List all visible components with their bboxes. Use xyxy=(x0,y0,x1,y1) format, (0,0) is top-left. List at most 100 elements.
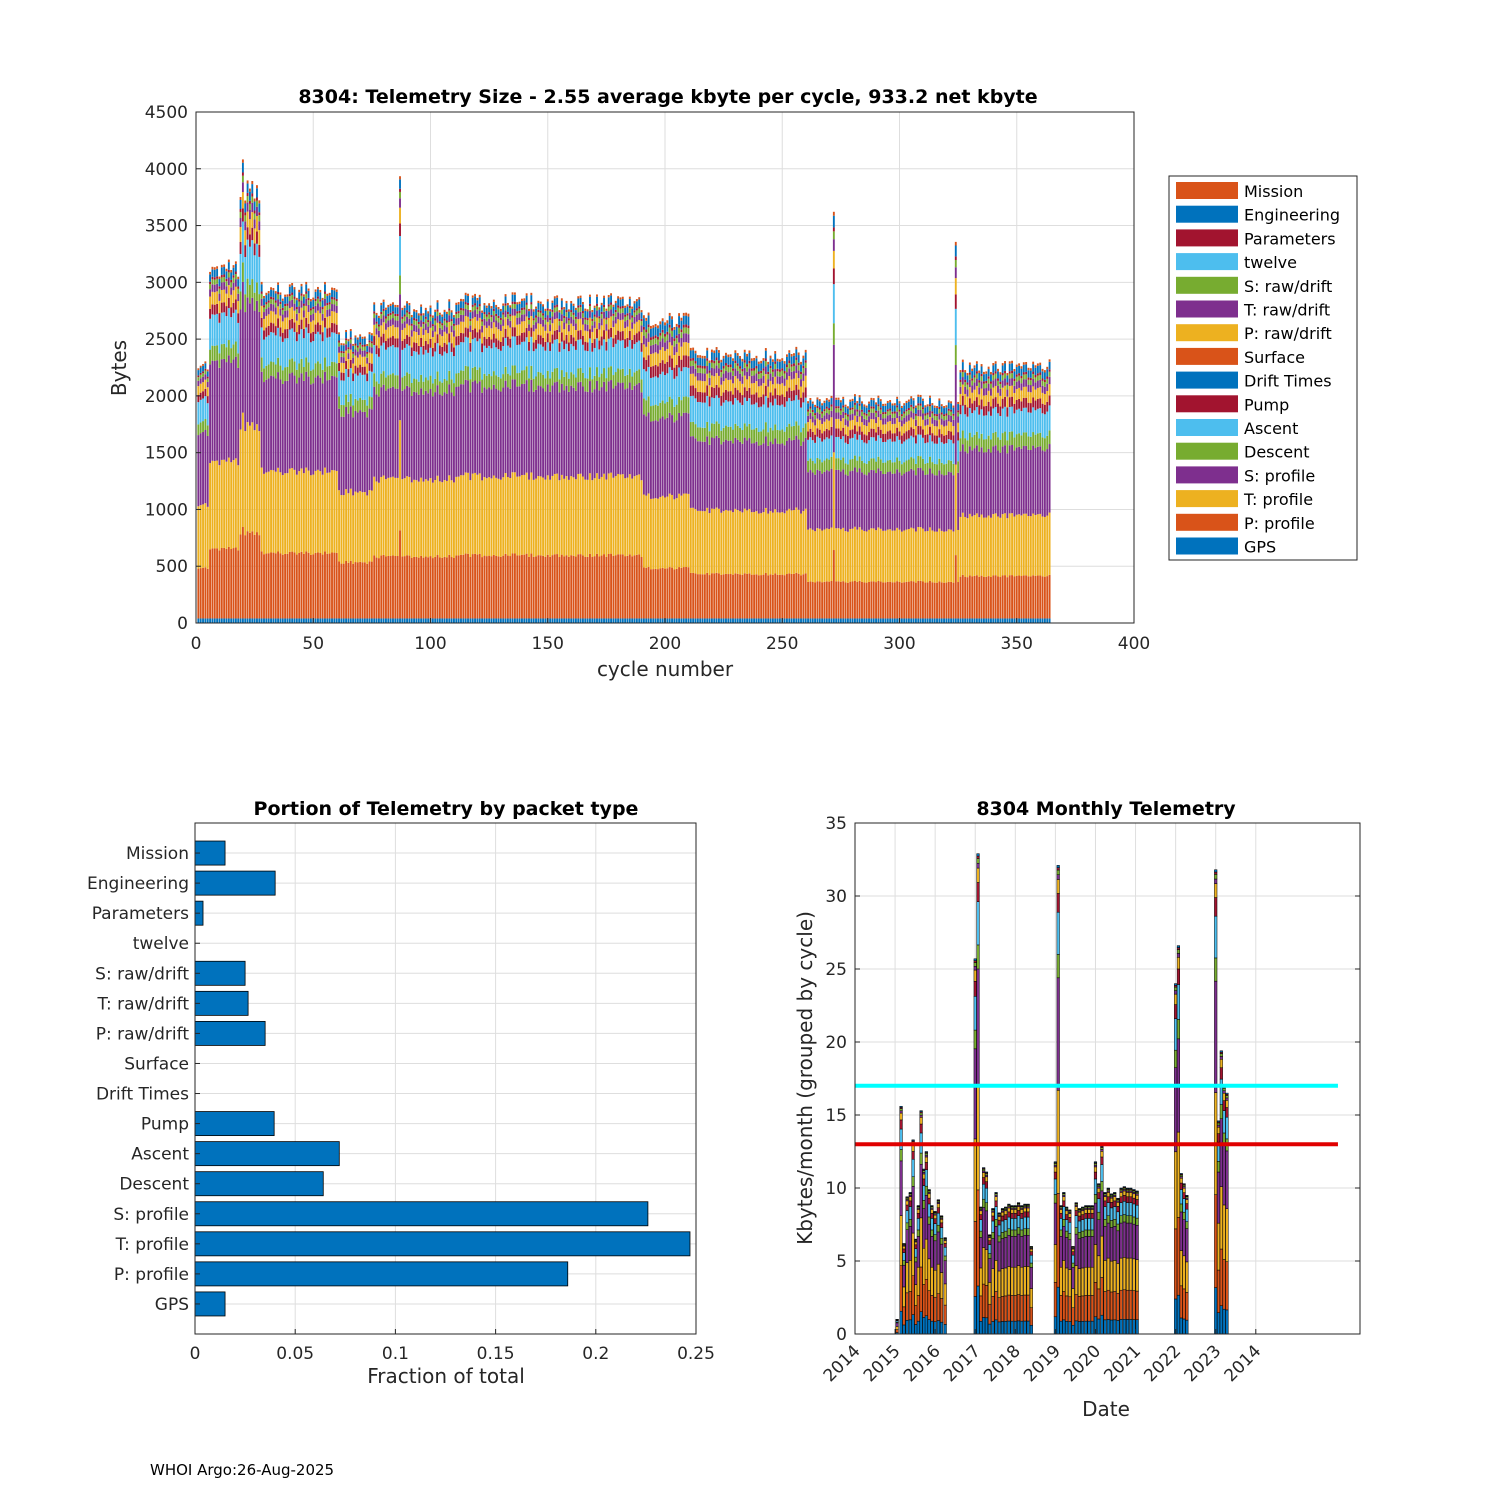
bar-cycle-226-ascent xyxy=(725,400,727,426)
bar-cycle-351-s-profile xyxy=(1018,446,1021,515)
bar-cycle-109-p-raw-drift xyxy=(450,332,453,344)
bar-cycle-116-ascent xyxy=(467,337,469,367)
bar-cycle-161-s-profile xyxy=(572,387,575,478)
bar-cycle-18-parameters xyxy=(237,286,240,289)
bar-cycle-249-ascent xyxy=(778,405,781,431)
bar-cycle-11-s-profile xyxy=(220,359,223,460)
bar-cycle-162-mission xyxy=(574,307,577,311)
bar-cycle-353-engineering xyxy=(1022,364,1025,373)
bar-cycle-299-t-raw-drift xyxy=(896,411,899,419)
bar-cycle-317-s-profile xyxy=(938,470,941,529)
bar-cycle-330-t-raw-drift xyxy=(968,379,971,388)
bar-cycle-58-s-raw-drift xyxy=(331,299,333,305)
bar-cycle-280-engineering xyxy=(851,400,854,408)
bar-cycle-323-s-profile xyxy=(952,475,955,532)
bar-cycle-53-parameters xyxy=(319,299,322,302)
bar-cycle-181-gps xyxy=(619,618,622,623)
bar-cycle-92-p-raw-drift xyxy=(410,336,413,348)
bar-cycle-118-s-raw-drift xyxy=(471,306,474,312)
bar-cycle-341-ascent xyxy=(994,406,997,432)
bar-cycle-60-parameters xyxy=(335,298,338,302)
bar-cycle-185-mission xyxy=(628,296,631,299)
bar-cycle-277-gps xyxy=(844,618,847,623)
bar-cycle-355-p-profile xyxy=(1027,576,1030,619)
bar-cycle-355-parameters xyxy=(1027,377,1030,380)
bar-cycle-314-t-raw-drift xyxy=(931,417,934,424)
bar-cycle-309-s-profile xyxy=(919,468,922,528)
bar-cycle-357-s-profile xyxy=(1032,445,1035,514)
bar-cycle-233-t-profile xyxy=(741,512,744,575)
bar-cycle-131-s-raw-drift xyxy=(502,314,505,320)
bar-cycle-43-p-raw-drift xyxy=(295,320,298,333)
bar-cycle-83-parameters xyxy=(389,312,392,315)
bar-cycle-269-s-profile xyxy=(825,470,828,529)
bar-cycle-91-s-raw-drift xyxy=(408,314,411,319)
bar-cycle-275-ascent xyxy=(839,439,842,461)
bar-cycle-244-t-profile xyxy=(767,513,770,576)
bar-cycle-238-engineering xyxy=(753,360,756,369)
bar-cycle-358-pump xyxy=(1034,400,1037,411)
bar-cycle-187-engineering xyxy=(633,303,636,311)
bar-cycle-121-p-profile xyxy=(478,553,481,619)
bar-cycle-342-p-raw-drift xyxy=(997,392,999,404)
bar-cycle-78-s-profile xyxy=(377,396,380,483)
bar-cycle-308-pump xyxy=(917,425,920,435)
bar-cycle-258-s-profile xyxy=(800,445,802,514)
month-bar-1-s-raw-drift xyxy=(899,1108,903,1112)
bar-cycle-108-mission xyxy=(448,299,451,302)
bar-cycle-224-p-profile xyxy=(720,574,723,619)
bar-cycle-188-descent xyxy=(635,370,638,385)
bar-cycle-255-parameters xyxy=(793,363,795,366)
bar-cycle-225-s-profile xyxy=(722,441,725,512)
bar-cycle-341-s-profile xyxy=(994,445,997,514)
bar-cycle-21-parameters xyxy=(244,212,247,216)
bar-cycle-226-parameters xyxy=(725,363,727,366)
bar-cycle-223-s-profile xyxy=(717,437,720,509)
bar-cycle-301-s-profile xyxy=(900,475,903,532)
bar-cycle-84-pump xyxy=(392,336,394,346)
bar-cycle-152-t-profile xyxy=(551,475,554,556)
bar-cycle-118-mission xyxy=(471,295,474,298)
bar-cycle-138-p-raw-drift xyxy=(518,324,521,336)
bar-cycle-206-ascent xyxy=(678,367,681,397)
bar-cycle-35-parameters xyxy=(277,291,280,295)
bar-cycle-362-s-profile xyxy=(1043,451,1046,517)
bar-cycle-46-descent xyxy=(302,367,305,381)
bar-cycle-317-parameters xyxy=(938,406,941,410)
bar-cycle-1-t-raw-drift xyxy=(197,380,200,387)
bar-cycle-131-pump xyxy=(502,337,505,347)
bar-cycle-332-parameters xyxy=(973,375,976,378)
bar-cycle-248-p-profile xyxy=(776,574,779,619)
bar-cycle-231-pump xyxy=(736,390,739,401)
bar-cycle-25-descent xyxy=(253,292,256,311)
bar-cycle-119-descent xyxy=(474,366,476,381)
bar-cycle-319-s-raw-drift xyxy=(943,416,945,421)
bar-cycle-44-descent xyxy=(298,363,301,378)
bar-cycle-317-gps xyxy=(938,618,941,623)
bar-cycle-275-pump xyxy=(839,430,842,440)
bar-cycle-244-gps xyxy=(767,618,770,623)
bar-cycle-152-ascent xyxy=(551,343,554,372)
bar-cycle-215-t-profile xyxy=(699,510,702,575)
bar-cycle-217-gps xyxy=(703,618,706,623)
bar-cycle-55-ascent xyxy=(324,327,326,358)
bar-cycle-334-pump xyxy=(978,405,981,415)
bar-cycle-233-gps xyxy=(741,618,744,623)
bar-cycle-364-mission xyxy=(1048,359,1051,362)
bar-cycle-284-ascent xyxy=(861,439,863,461)
bar-cycle-252-s-profile xyxy=(786,440,788,511)
bar-cycle-70-pump xyxy=(359,364,362,373)
bar-cycle-312-p-raw-drift xyxy=(926,424,929,435)
bar-cycle-325-engineering xyxy=(957,404,960,411)
bar-cycle-41-s-profile xyxy=(291,372,294,469)
bar-cycle-209-p-profile xyxy=(685,567,688,619)
bar-cycle-78-mission xyxy=(377,315,380,318)
bar-cycle-314-parameters xyxy=(931,411,934,414)
bar-cycle-173-p-profile xyxy=(600,555,603,619)
bar-cycle-1-gps xyxy=(197,618,200,623)
bar-cycle-104-s-profile xyxy=(438,394,441,482)
bar-cycle-222-s-profile xyxy=(715,435,718,508)
bar-cycle-268-pump xyxy=(823,431,826,440)
bar-cycle-114-parameters xyxy=(462,308,465,311)
bar-cycle-40-p-raw-drift xyxy=(288,308,291,321)
